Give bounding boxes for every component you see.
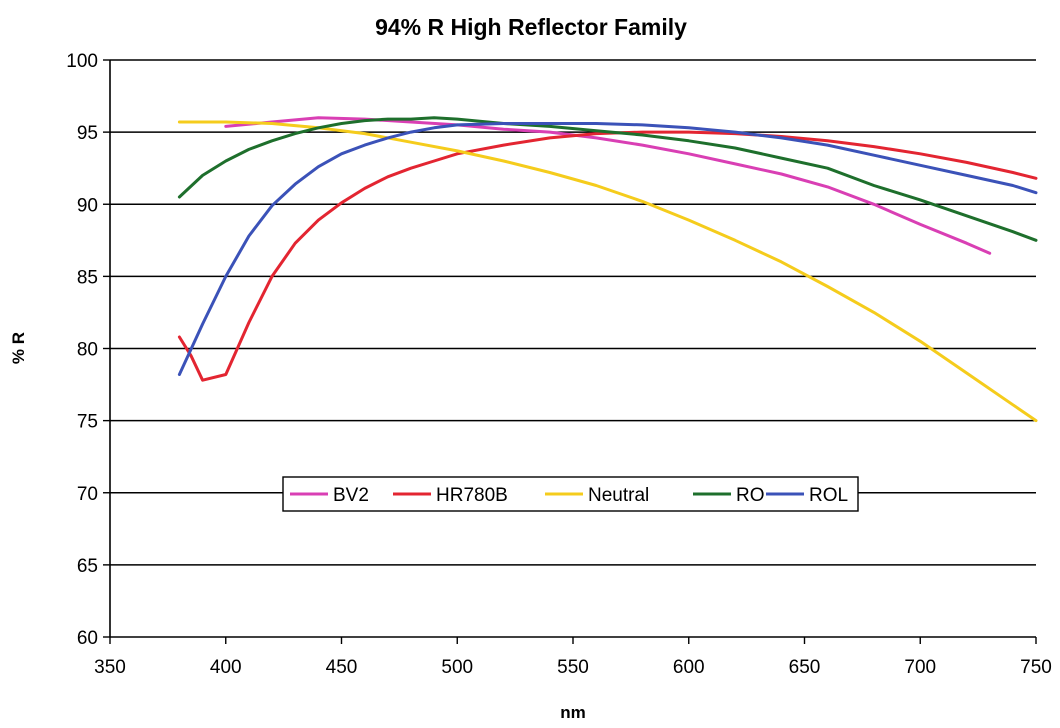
x-tick-label: 400 [210, 657, 242, 678]
y-tick-label: 100 [66, 51, 98, 72]
gridlines [110, 59, 1036, 566]
legend-label-neutral: Neutral [588, 485, 649, 506]
x-tick-label: 450 [326, 657, 358, 678]
series-line-hr780b [177, 130, 1038, 382]
x-tick-label: 350 [94, 657, 126, 678]
x-axis-title: nm [560, 703, 586, 722]
x-tick-label: 700 [904, 657, 936, 678]
x-tick-label: 750 [1020, 657, 1052, 678]
y-tick-label: 75 [77, 412, 98, 433]
chart-title: 94% R High Reflector Family [375, 14, 687, 40]
series-line-ro [177, 116, 1038, 242]
series-line-rol [177, 122, 1038, 376]
legend-label-rol: ROL [809, 485, 848, 506]
series-line-bv2 [224, 116, 992, 255]
series-layer [177, 116, 1038, 423]
legend-label-ro: RO [736, 485, 765, 506]
legend-label-bv2: BV2 [333, 485, 369, 506]
y-tick-label: 60 [77, 628, 98, 649]
y-tick-label: 85 [77, 267, 98, 288]
x-tick-label: 650 [789, 657, 821, 678]
x-tick-label: 550 [557, 657, 589, 678]
y-tick-label: 90 [77, 195, 98, 216]
y-axis-title: % R [9, 332, 28, 364]
legend-label-hr780b: HR780B [436, 485, 508, 506]
legend: BV2 HR780B Neutral RO ROL [282, 476, 859, 512]
series-line-neutral [177, 120, 1038, 423]
axes: 60 65 70 75 80 85 90 95 100 350 400 450 500 550 600 650… [66, 51, 1052, 678]
y-tick-label: 70 [77, 484, 98, 505]
x-tick-label: 500 [441, 657, 473, 678]
y-tick-label: 95 [77, 123, 98, 144]
x-tick-label: 600 [673, 657, 705, 678]
y-tick-label: 80 [77, 340, 98, 361]
y-tick-label: 65 [77, 556, 98, 577]
